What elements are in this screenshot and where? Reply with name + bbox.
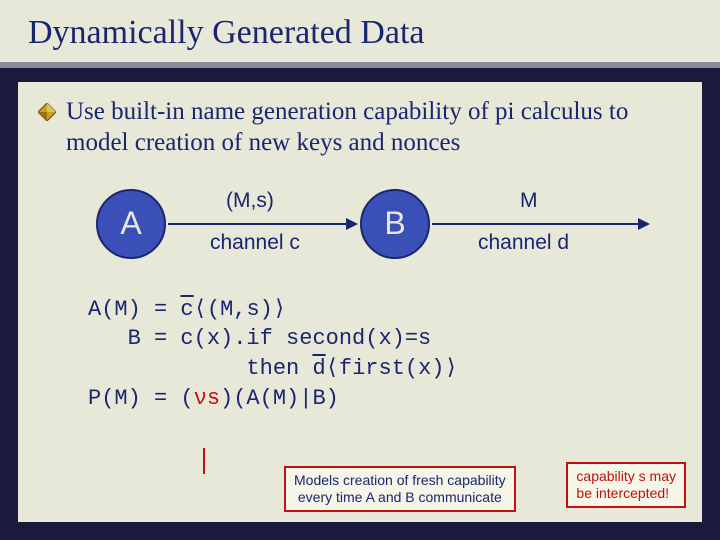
code-l4-lhs: P(M) =	[88, 386, 180, 411]
bullet-row: Use built-in name generation capability …	[38, 96, 682, 159]
code-l4-s: s	[207, 386, 220, 411]
arrow-ab-line	[168, 223, 346, 225]
code-l1-rest: ⟨(M,s)⟩	[194, 297, 287, 322]
code-l1-c: c	[180, 297, 193, 322]
code-l3-pad: then	[88, 356, 312, 381]
code-l4-nu: ν	[194, 386, 207, 411]
callout1-line2: every time A and B communicate	[294, 489, 506, 506]
callout1-line1: Models creation of fresh capability	[294, 472, 506, 489]
arrow-bd-head-icon	[638, 218, 650, 230]
bullet-text: Use built-in name generation capability …	[66, 96, 682, 159]
slide: Dynamically Generated Data Use built-in …	[0, 0, 720, 540]
callout1-pointer	[203, 448, 205, 474]
callout2-line2: be intercepted!	[576, 485, 676, 502]
edge-bd-bot-label: channel d	[478, 231, 569, 255]
callout2-line1: capability s may	[576, 468, 676, 485]
code-l1-lhs: A(M) =	[88, 297, 180, 322]
edge-bd-top-label: M	[520, 189, 538, 213]
arrow-bd-line	[432, 223, 638, 225]
node-b: B	[360, 189, 430, 259]
edge-ab-bot-label: channel c	[210, 231, 300, 255]
code-l4-rest: )(A(M)|B)	[220, 386, 339, 411]
callout-fresh-capability: Models creation of fresh capability ever…	[284, 466, 516, 512]
code-l2-rest: c(x).if second(x)=s	[180, 326, 431, 351]
slide-title: Dynamically Generated Data	[28, 14, 692, 52]
code-l3-d: d	[312, 356, 325, 381]
diamond-bullet-icon	[38, 103, 56, 121]
code-l3-rest: ⟨first(x)⟩	[326, 356, 458, 381]
arrow-ab-head-icon	[346, 218, 358, 230]
code-l4-paren: (	[180, 386, 193, 411]
code-l2-lhs: B =	[88, 326, 180, 351]
body-area: Use built-in name generation capability …	[18, 82, 702, 522]
callout-intercepted: capability s may be intercepted!	[566, 462, 686, 508]
node-a: A	[96, 189, 166, 259]
title-area: Dynamically Generated Data	[0, 0, 720, 68]
diagram: A (M,s) channel c B M channel d	[68, 179, 682, 289]
edge-ab-top-label: (M,s)	[226, 189, 274, 213]
code-block: A(M) = c⟨(M,s)⟩ B = c(x).if second(x)=s …	[88, 295, 682, 414]
